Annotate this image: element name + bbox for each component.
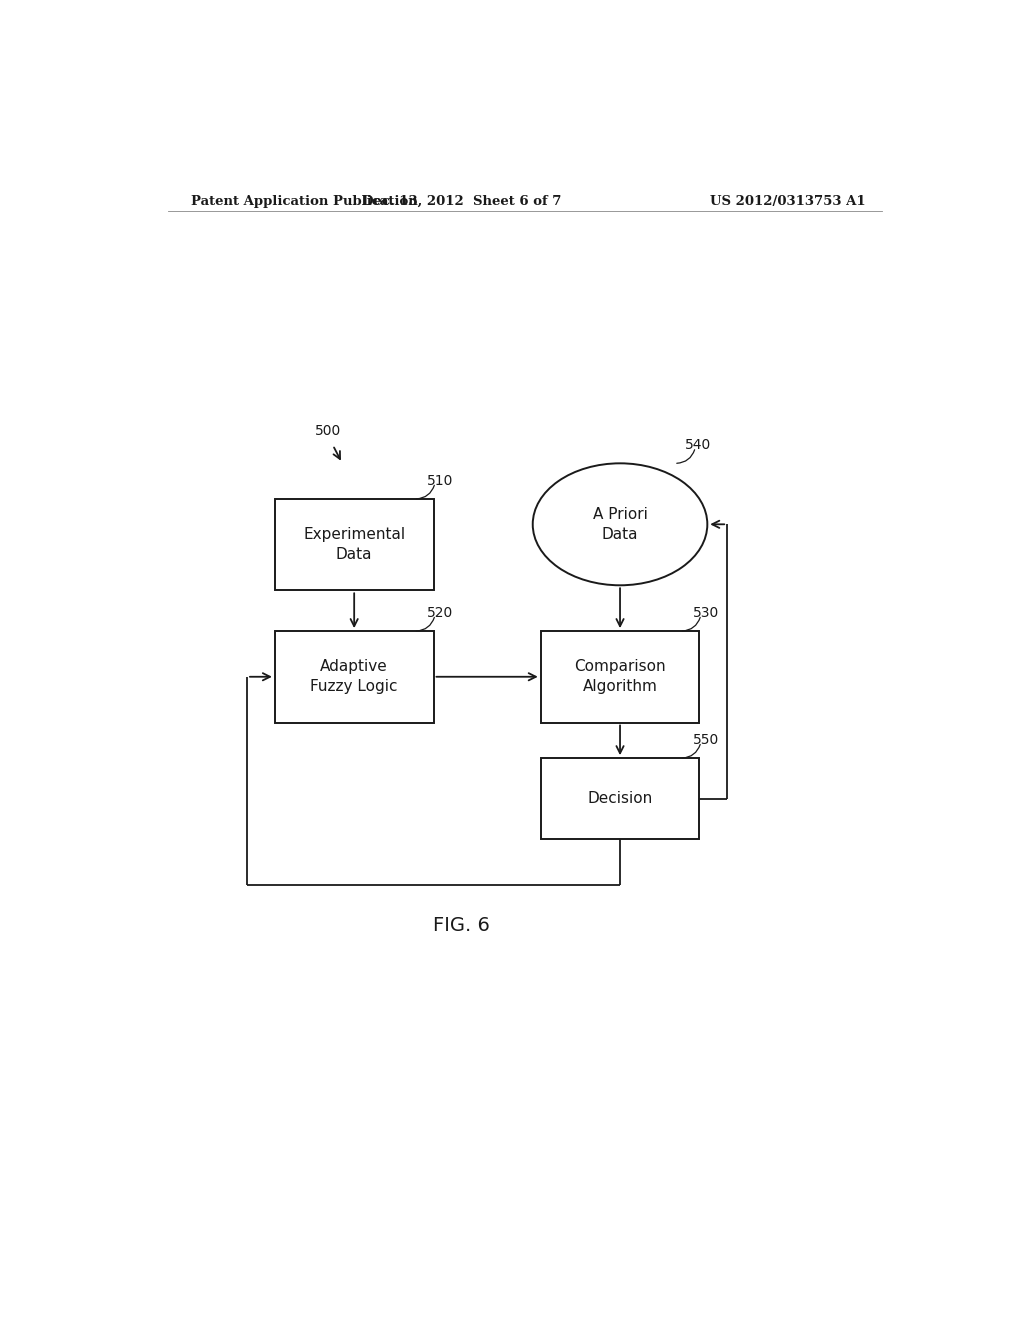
FancyBboxPatch shape <box>541 758 699 840</box>
Text: Experimental
Data: Experimental Data <box>303 527 406 562</box>
Text: 550: 550 <box>693 733 719 747</box>
Text: 540: 540 <box>685 438 712 453</box>
Text: 510: 510 <box>427 474 454 487</box>
Text: Patent Application Publication: Patent Application Publication <box>191 194 418 207</box>
Text: Decision: Decision <box>588 791 652 807</box>
Ellipse shape <box>532 463 708 585</box>
Text: 530: 530 <box>693 606 719 620</box>
Text: FIG. 6: FIG. 6 <box>433 916 489 936</box>
Text: A Priori
Data: A Priori Data <box>593 507 647 541</box>
Text: Adaptive
Fuzzy Logic: Adaptive Fuzzy Logic <box>310 660 398 694</box>
Text: 520: 520 <box>427 606 454 620</box>
FancyBboxPatch shape <box>274 499 433 590</box>
FancyBboxPatch shape <box>274 631 433 722</box>
Text: US 2012/0313753 A1: US 2012/0313753 A1 <box>711 194 866 207</box>
Text: Dec. 13, 2012  Sheet 6 of 7: Dec. 13, 2012 Sheet 6 of 7 <box>361 194 561 207</box>
Text: 500: 500 <box>314 424 341 438</box>
FancyBboxPatch shape <box>541 631 699 722</box>
Text: Comparison
Algorithm: Comparison Algorithm <box>574 660 666 694</box>
